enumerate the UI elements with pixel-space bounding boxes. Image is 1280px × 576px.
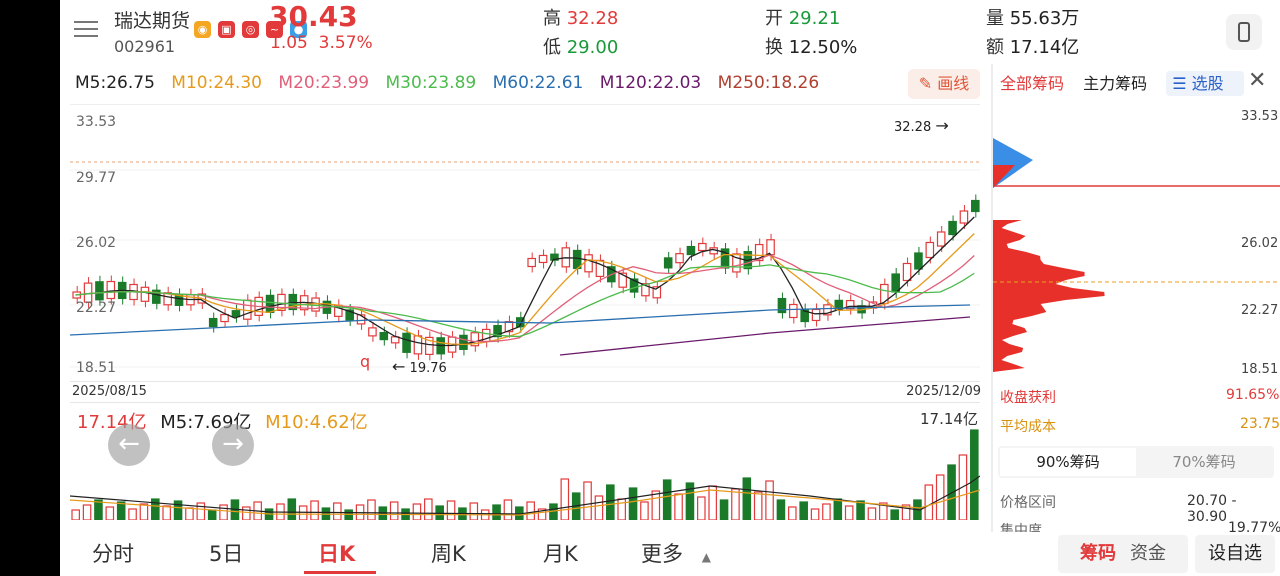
range-value: 20.70 - 30.90 xyxy=(1187,493,1237,525)
cost-label: 平均成本 xyxy=(1000,419,1056,435)
price-change: 1.05 3.57% xyxy=(270,33,373,53)
stat-amount: 额 17.14亿 xyxy=(986,37,1080,58)
y-label-3: 26.02 xyxy=(76,235,117,251)
prev-arrow-button[interactable]: ← xyxy=(108,424,150,466)
ma120-label: M120:22.03 xyxy=(599,73,702,93)
ma30-label: M30:23.89 xyxy=(385,73,477,93)
active-tab-indicator xyxy=(304,571,376,574)
ma5-label: M5:26.75 xyxy=(75,73,155,93)
panel-divider xyxy=(991,64,993,532)
tab-weekly-k[interactable]: 周K xyxy=(431,542,466,566)
stat-low: 低 29.00 xyxy=(543,37,619,58)
ma250-label: M250:18.26 xyxy=(717,73,820,93)
tag-badges: ◉ ▣ ◎ ~ ● xyxy=(194,18,314,38)
tab-daily-k[interactable]: 日K xyxy=(318,542,356,566)
close-icon[interactable]: ✕ xyxy=(1248,68,1267,93)
seg-90[interactable]: 90%筹码 xyxy=(1000,448,1136,476)
comment-icon[interactable]: ● xyxy=(290,21,307,38)
tab-intraday[interactable]: 分时 xyxy=(92,542,134,566)
next-arrow-button[interactable]: → xyxy=(212,424,254,466)
ma60-label: M60:22.61 xyxy=(492,73,584,93)
tab-monthly-k[interactable]: 月K xyxy=(543,542,578,566)
stat-volume: 量 55.63万 xyxy=(986,8,1080,29)
low-flag-icon: q xyxy=(360,352,371,371)
low-marker: ← 19.76 xyxy=(392,357,447,376)
ma10-label: M10:24.30 xyxy=(171,73,262,93)
current-price: 30.43 xyxy=(269,0,358,33)
chip-distribution-chart xyxy=(993,138,1280,372)
chip-price-2: 26.02 xyxy=(1241,236,1279,251)
ma20-label: M20:23.99 xyxy=(278,73,370,93)
chip-price-3: 22.27 xyxy=(1241,303,1279,318)
profit-value: 91.65% xyxy=(1226,387,1280,403)
volume-max: 17.14亿 xyxy=(920,410,978,428)
margin-icon[interactable]: ▣ xyxy=(218,21,235,38)
caret-up-icon: ▲ xyxy=(701,550,711,564)
trend-icon[interactable]: ~ xyxy=(266,21,283,38)
chips-button[interactable]: 筹码 xyxy=(1080,543,1116,564)
stock-name: 瑞达期货 xyxy=(114,10,191,32)
kline-chart[interactable] xyxy=(70,105,980,381)
y-label-2: 29.77 xyxy=(76,170,117,186)
stock-app: 瑞达期货 002961 ◉ ▣ ◎ ~ ● 30.43 1.05 3.57% 高 32.… xyxy=(60,0,1280,576)
stock-code: 002961 xyxy=(114,37,176,56)
range-label: 价格区间 xyxy=(1000,495,1056,511)
draw-line-button[interactable]: ✎ 画线 xyxy=(908,69,980,99)
chips-funds-toggle: 筹码 资金 xyxy=(1058,535,1188,573)
stat-turnover: 换 12.50% xyxy=(765,37,858,58)
tab-more[interactable]: 更多 ▲ xyxy=(641,542,711,566)
chart-top-border xyxy=(70,104,980,105)
start-date: 2025/08/15 xyxy=(72,384,147,399)
y-label-4: 22.27 xyxy=(76,300,117,316)
add-watchlist-button[interactable]: 设自选 xyxy=(1195,535,1275,573)
tab-stock-picker[interactable]: ☰ 选股 xyxy=(1166,71,1244,96)
phone-icon[interactable] xyxy=(1226,14,1262,50)
stat-open: 开 29.21 xyxy=(765,8,841,29)
y-label-5: 18.51 xyxy=(76,360,117,376)
chip-tabs: 全部筹码 主力筹码 ☰ 选股 xyxy=(1000,70,1258,96)
chip-range-toggle: 90%筹码 70%筹码 xyxy=(998,446,1274,478)
tab-5day[interactable]: 5日 xyxy=(209,542,244,566)
high-marker: 32.28 → xyxy=(894,116,949,135)
seg-70[interactable]: 70%筹码 xyxy=(1172,453,1236,471)
hot-icon[interactable]: ◎ xyxy=(242,21,259,38)
menu-icon[interactable] xyxy=(74,16,104,44)
concentration-value: 19.77% xyxy=(1228,520,1280,532)
volume-chart[interactable] xyxy=(70,428,980,520)
chip-price-4: 18.51 xyxy=(1241,362,1279,377)
date-axis: 2025/08/15 2025/12/09 xyxy=(70,381,981,403)
weibo-icon[interactable]: ◉ xyxy=(194,21,211,38)
cost-value: 23.75 xyxy=(1240,416,1280,432)
concentration-label: 集中度 xyxy=(1000,523,1042,532)
ma-legend: M5:26.75 M10:24.30 M20:23.99 M30:23.89 M… xyxy=(75,73,830,93)
y-label-1: 33.53 xyxy=(76,114,117,130)
tab-main-chips[interactable]: 主力筹码 xyxy=(1083,74,1148,93)
chip-price-1: 33.53 xyxy=(1241,109,1279,124)
funds-button[interactable]: 资金 xyxy=(1130,543,1166,564)
tab-all-chips[interactable]: 全部筹码 xyxy=(1000,74,1065,93)
profit-label: 收盘获利 xyxy=(1000,390,1056,406)
end-date: 2025/12/09 xyxy=(906,384,981,399)
stat-high: 高 32.28 xyxy=(543,8,619,29)
